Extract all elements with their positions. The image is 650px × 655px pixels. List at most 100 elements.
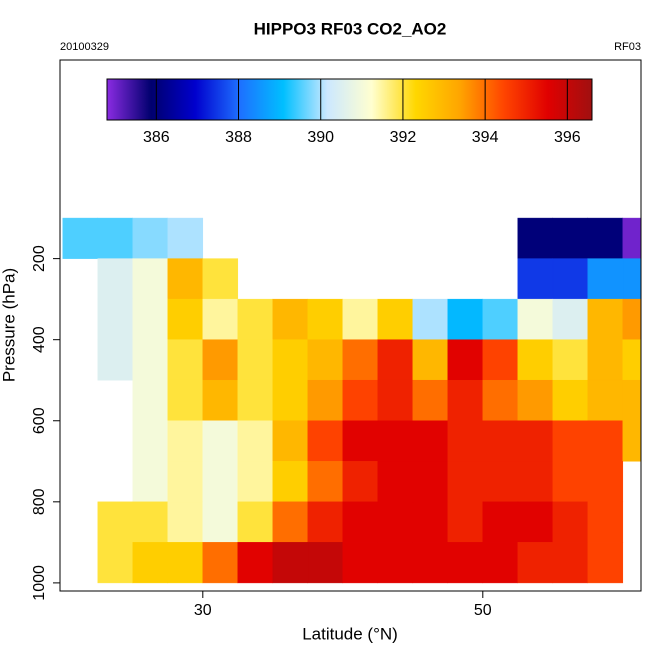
heatmap	[62, 217, 641, 584]
heatmap-cell	[307, 461, 344, 503]
heatmap-cell	[552, 258, 589, 300]
heatmap-cell	[342, 542, 379, 584]
x-axis-label: Latitude (°N)	[302, 624, 398, 643]
flight-label: RF03	[614, 41, 641, 53]
heatmap-cell	[517, 217, 554, 259]
heatmap-cell	[97, 501, 134, 543]
heatmap-cell	[272, 542, 309, 584]
heatmap-cell	[132, 217, 169, 259]
x-tick-label: 30	[194, 602, 212, 619]
heatmap-cell	[167, 501, 204, 543]
y-tick-label: 1000	[31, 565, 48, 601]
heatmap-cell	[377, 501, 414, 543]
heatmap-cell	[517, 379, 554, 422]
heatmap-cell	[202, 298, 239, 340]
heatmap-cell	[167, 258, 204, 300]
heatmap-cell	[202, 542, 239, 584]
heatmap-cell	[447, 298, 484, 340]
heatmap-cell	[167, 298, 204, 340]
heatmap-cell	[237, 420, 274, 462]
heatmap-cell	[237, 339, 274, 381]
heatmap-cell	[307, 379, 344, 422]
heatmap-cell	[97, 298, 134, 340]
heatmap-cell	[202, 501, 239, 543]
heatmap-cell	[447, 339, 484, 381]
heatmap-cell	[342, 339, 379, 381]
heatmap-cell	[412, 542, 449, 584]
heatmap-cell	[447, 420, 484, 462]
heatmap-cell	[447, 542, 484, 584]
heatmap-cell	[587, 379, 624, 422]
heatmap-cell	[552, 298, 589, 340]
heatmap-cell	[482, 461, 519, 503]
heatmap-cell	[132, 258, 169, 300]
x-tick-label: 50	[474, 602, 492, 619]
heatmap-cell	[412, 379, 449, 422]
heatmap-cell	[237, 542, 274, 584]
heatmap-cell	[412, 298, 449, 340]
y-axis-label: Pressure (hPa)	[0, 268, 18, 382]
heatmap-cell	[342, 461, 379, 503]
heatmap-cell	[552, 217, 589, 259]
heatmap-cell	[622, 420, 641, 462]
colorbar-tick-label: 396	[554, 129, 581, 146]
heatmap-cell	[342, 501, 379, 543]
heatmap-cell	[482, 379, 519, 422]
heatmap-cell	[342, 379, 379, 422]
colorbar-tick-label: 386	[143, 129, 170, 146]
heatmap-cell	[132, 339, 169, 381]
heatmap-cell	[412, 339, 449, 381]
heatmap-cell	[167, 217, 204, 259]
heatmap-cell	[132, 420, 169, 462]
heatmap-cell	[552, 379, 589, 422]
heatmap-cell	[167, 339, 204, 381]
heatmap-cell	[377, 298, 414, 340]
heatmap-cell	[237, 298, 274, 340]
colorbar-tick-label: 392	[390, 129, 417, 146]
heatmap-cell	[342, 420, 379, 462]
heatmap-cell	[167, 379, 204, 422]
heatmap-cell	[167, 420, 204, 462]
y-tick-label: 400	[31, 326, 48, 353]
heatmap-cell	[167, 461, 204, 503]
heatmap-cell	[552, 501, 589, 543]
y-tick-label: 200	[31, 245, 48, 272]
heatmap-cell	[412, 461, 449, 503]
heatmap-cell	[132, 542, 169, 584]
heatmap-cell	[272, 298, 309, 340]
heatmap-cell	[97, 258, 134, 300]
heatmap-cell	[132, 461, 169, 503]
heatmap-cell	[237, 461, 274, 503]
heatmap-cell	[202, 339, 239, 381]
colorbar-tick-label: 394	[472, 129, 499, 146]
heatmap-cell	[447, 379, 484, 422]
heatmap-cell	[482, 542, 519, 584]
heatmap-cell	[517, 501, 554, 543]
heatmap-cell	[377, 379, 414, 422]
heatmap-cell	[552, 420, 589, 462]
heatmap-cell	[482, 298, 519, 340]
heatmap-cell	[272, 461, 309, 503]
heatmap-cell	[587, 542, 624, 584]
heatmap-cell	[447, 461, 484, 503]
heatmap-cell	[167, 542, 204, 584]
y-tick-label: 600	[31, 407, 48, 434]
colorbar	[106, 78, 593, 121]
chart-title: HIPPO3 RF03 CO2_AO2	[254, 19, 447, 38]
heatmap-cell	[587, 298, 624, 340]
plot-frame	[59, 59, 642, 592]
heatmap-cell	[237, 379, 274, 422]
heatmap-cell	[132, 379, 169, 422]
heatmap-cell	[517, 258, 554, 300]
colorbar-tick-label: 388	[225, 129, 252, 146]
heatmap-cell	[412, 420, 449, 462]
heatmap-cell	[307, 501, 344, 543]
heatmap-cell	[552, 542, 589, 584]
heatmap-cell	[587, 217, 624, 259]
heatmap-cell	[622, 379, 641, 422]
heatmap-cell	[412, 501, 449, 543]
heatmap-cell	[202, 420, 239, 462]
heatmap-cell	[202, 461, 239, 503]
heatmap-cell	[377, 542, 414, 584]
heatmap-cell	[482, 420, 519, 462]
